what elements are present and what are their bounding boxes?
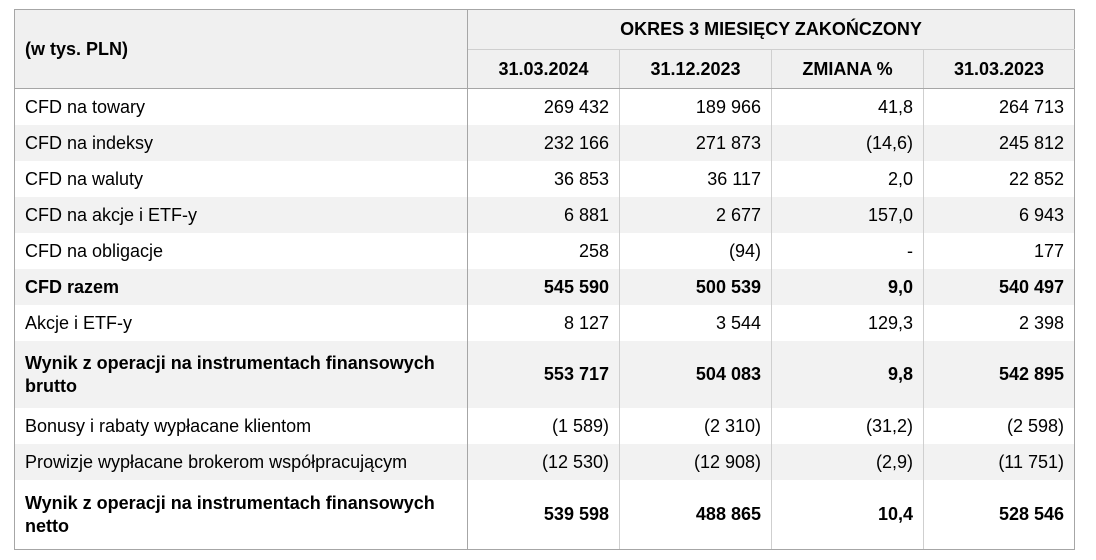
cell-value: 157,0 <box>771 197 924 233</box>
cell-value: (31,2) <box>771 408 924 444</box>
cell-value: 504 083 <box>619 341 772 408</box>
unit-label: (w tys. PLN) <box>14 9 468 89</box>
cell-value: 189 966 <box>619 88 772 125</box>
table-row-total: Wynik z operacji na instrumentach finans… <box>14 480 1076 550</box>
financial-results-table: (w tys. PLN) OKRES 3 MIESIĘCY ZAKOŃCZONY… <box>14 9 1076 550</box>
cell-value: 9,0 <box>771 269 924 305</box>
cell-value: (2,9) <box>771 444 924 480</box>
cell-value: 22 852 <box>923 161 1076 197</box>
cell-value: 10,4 <box>771 480 924 550</box>
cell-value: 9,8 <box>771 341 924 408</box>
cell-value: (1 589) <box>467 408 620 444</box>
cell-value: 36 117 <box>619 161 772 197</box>
cell-value: 232 166 <box>467 125 620 161</box>
row-label: Wynik z operacji na instrumentach finans… <box>14 341 468 408</box>
period-header: OKRES 3 MIESIĘCY ZAKOŃCZONY <box>467 9 1076 50</box>
column-header-31-03-2023: 31.03.2023 <box>923 49 1076 89</box>
row-label: CFD na obligacje <box>14 233 468 269</box>
cell-value: 2 677 <box>619 197 772 233</box>
row-label: Prowizje wypłacane brokerom współpracują… <box>14 444 468 480</box>
cell-value: 41,8 <box>771 88 924 125</box>
cell-value: 129,3 <box>771 305 924 341</box>
row-label: Bonusy i rabaty wypłacane klientom <box>14 408 468 444</box>
cell-value: 2 398 <box>923 305 1076 341</box>
cell-value: (12 908) <box>619 444 772 480</box>
row-label: Akcje i ETF-y <box>14 305 468 341</box>
row-label: Wynik z operacji na instrumentach finans… <box>14 480 468 550</box>
cell-value: 258 <box>467 233 620 269</box>
cell-value: 264 713 <box>923 88 1076 125</box>
row-label: CFD na towary <box>14 88 468 125</box>
cell-value: 6 881 <box>467 197 620 233</box>
cell-value: 488 865 <box>619 480 772 550</box>
row-label: CFD na waluty <box>14 161 468 197</box>
cell-value: 6 943 <box>923 197 1076 233</box>
column-header-zmiana: ZMIANA % <box>771 49 924 89</box>
row-label: CFD na akcje i ETF-y <box>14 197 468 233</box>
cell-value: 271 873 <box>619 125 772 161</box>
cell-value: 36 853 <box>467 161 620 197</box>
cell-value: 528 546 <box>923 480 1076 550</box>
cell-value: 545 590 <box>467 269 620 305</box>
financial-table-container: (w tys. PLN) OKRES 3 MIESIĘCY ZAKOŃCZONY… <box>14 9 1076 550</box>
cell-value: 269 432 <box>467 88 620 125</box>
table-row: CFD na towary 269 432 189 966 41,8 264 7… <box>14 88 1076 125</box>
column-header-31-12-2023: 31.12.2023 <box>619 49 772 89</box>
cell-value: 2,0 <box>771 161 924 197</box>
cell-value: 500 539 <box>619 269 772 305</box>
cell-value: (2 598) <box>923 408 1076 444</box>
cell-value: 177 <box>923 233 1076 269</box>
table-row: Bonusy i rabaty wypłacane klientom (1 58… <box>14 408 1076 444</box>
row-label: CFD na indeksy <box>14 125 468 161</box>
cell-value: 539 598 <box>467 480 620 550</box>
cell-value: - <box>771 233 924 269</box>
cell-value: (2 310) <box>619 408 772 444</box>
cell-value: (14,6) <box>771 125 924 161</box>
table-row: CFD na indeksy 232 166 271 873 (14,6) 24… <box>14 125 1076 161</box>
table-row-total: CFD razem 545 590 500 539 9,0 540 497 <box>14 269 1076 305</box>
cell-value: 3 544 <box>619 305 772 341</box>
cell-value: 245 812 <box>923 125 1076 161</box>
cell-value: (12 530) <box>467 444 620 480</box>
cell-value: 540 497 <box>923 269 1076 305</box>
table-row: CFD na waluty 36 853 36 117 2,0 22 852 <box>14 161 1076 197</box>
row-label: CFD razem <box>14 269 468 305</box>
column-header-31-03-2024: 31.03.2024 <box>467 49 620 89</box>
cell-value: (94) <box>619 233 772 269</box>
cell-value: 542 895 <box>923 341 1076 408</box>
table-row: CFD na obligacje 258 (94) - 177 <box>14 233 1076 269</box>
table-row: Akcje i ETF-y 8 127 3 544 129,3 2 398 <box>14 305 1076 341</box>
table-row: Prowizje wypłacane brokerom współpracują… <box>14 444 1076 480</box>
cell-value: 553 717 <box>467 341 620 408</box>
table-row-total: Wynik z operacji na instrumentach finans… <box>14 341 1076 408</box>
cell-value: 8 127 <box>467 305 620 341</box>
cell-value: (11 751) <box>923 444 1076 480</box>
table-row: CFD na akcje i ETF-y 6 881 2 677 157,0 6… <box>14 197 1076 233</box>
